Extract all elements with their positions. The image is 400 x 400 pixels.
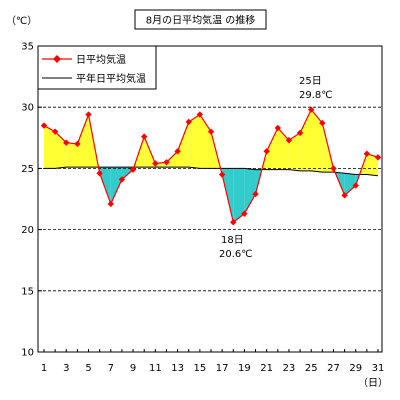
- y-tick-label-20: 20: [21, 225, 34, 236]
- deviation-fill: [266, 128, 278, 170]
- data-point-day-17: [218, 171, 226, 178]
- deviation-fill: [233, 168, 245, 223]
- x-tick-label-15: 15: [193, 363, 206, 374]
- data-point-day-5: [85, 111, 92, 118]
- x-tick-label-17: 17: [216, 363, 229, 374]
- deviation-fill: [366, 153, 378, 176]
- legend-frame: [37, 45, 157, 90]
- data-point-day-31: [374, 154, 382, 161]
- deviation-fill: [244, 168, 256, 214]
- data-point-day-9: [129, 166, 137, 173]
- x-tick-label-21: 21: [260, 363, 273, 374]
- data-point-day-4: [74, 140, 81, 148]
- annotation-min-day: 18日: [221, 235, 244, 246]
- data-point-day-25: [308, 106, 315, 113]
- x-tick-label-25: 25: [305, 363, 318, 374]
- data-point-day-1: [40, 122, 48, 129]
- x-tick-label-13: 13: [171, 363, 184, 374]
- deviation-fill: [77, 114, 89, 168]
- plot-area-frame: [37, 45, 383, 353]
- x-tick-label-29: 29: [349, 363, 362, 374]
- data-point-day-7: [107, 200, 114, 208]
- data-point-day-10: [141, 133, 148, 140]
- data-point-day-24: [296, 129, 304, 137]
- deviation-fill: [66, 142, 78, 168]
- deviation-fill: [311, 109, 323, 173]
- data-point-day-18: [230, 219, 237, 226]
- chart-title: 8月の日平均気温 の推移: [146, 14, 256, 27]
- x-tick-label-9: 9: [130, 363, 136, 374]
- annotation-min: 18日 20.6℃: [219, 235, 253, 260]
- y-tick-label-30: 30: [21, 103, 34, 114]
- legend: 日平均気温 平年日平均気温: [37, 45, 157, 90]
- y-tick-label-25: 25: [21, 164, 34, 175]
- deviation-fill: [288, 132, 301, 171]
- data-point-day-16: [207, 128, 215, 135]
- data-point-day-8: [118, 176, 126, 183]
- data-point-day-27: [330, 165, 337, 172]
- data-point-day-13: [174, 148, 181, 155]
- x-tick-label-3: 3: [63, 363, 69, 374]
- deviation-fill: [300, 109, 312, 171]
- annotation-max-day: 25日: [299, 76, 322, 87]
- x-axis-label: （日）: [358, 377, 388, 389]
- normal-series-line: [44, 166, 379, 177]
- y-tick-label-15: 15: [21, 286, 34, 297]
- annotation-max: 25日 29.8℃: [299, 76, 333, 101]
- deviation-fill: [44, 125, 56, 169]
- data-point-day-11: [152, 160, 159, 167]
- data-point-day-22: [274, 124, 281, 132]
- data-point-day-3: [63, 139, 70, 146]
- y-tick-label-35: 35: [21, 42, 34, 53]
- fill-layer: [44, 109, 378, 223]
- data-point-day-28: [341, 192, 348, 199]
- deviation-fill: [177, 121, 189, 168]
- x-tick-label-11: 11: [149, 363, 162, 374]
- data-point-day-6: [96, 170, 103, 177]
- deviation-fill: [188, 114, 200, 169]
- legend-daily-marker-swatch: [53, 55, 61, 63]
- deviation-fill: [55, 131, 67, 169]
- normal-temperature-line: [44, 166, 379, 177]
- deviation-fill: [277, 128, 289, 170]
- x-tick-label-31: 31: [372, 363, 385, 374]
- x-tick-label-7: 7: [108, 363, 114, 374]
- annotation-min-value: 20.6℃: [219, 249, 253, 260]
- data-point-day-19: [241, 210, 248, 217]
- data-point-day-30: [363, 150, 371, 157]
- data-point-day-20: [252, 190, 259, 198]
- x-axis-ticks: 1 3 5 7 9 11 13 15 17 19 21 23 25 27 29 31: [41, 349, 385, 374]
- x-tick-label-23: 23: [283, 363, 296, 374]
- chart-title-box: 8月の日平均気温 の推移: [134, 9, 267, 30]
- data-point-day-15: [196, 111, 204, 118]
- data-point-day-26: [319, 119, 326, 127]
- x-tick-label-5: 5: [85, 363, 91, 374]
- annotation-max-value: 29.8℃: [299, 90, 333, 101]
- y-axis-label: （℃）: [6, 15, 37, 27]
- daily-temperature-markers: [40, 106, 382, 226]
- data-point-day-12: [163, 159, 170, 166]
- data-point-day-14: [185, 118, 192, 126]
- legend-normal-label: 平年日平均気温: [76, 72, 146, 85]
- x-tick-label-1: 1: [41, 363, 47, 374]
- legend-daily-label: 日平均気温: [76, 53, 126, 66]
- data-point-day-23: [285, 137, 293, 144]
- data-point-day-2: [51, 128, 59, 135]
- deviation-fill: [344, 173, 356, 196]
- deviation-fill: [166, 151, 178, 168]
- y-tick-label-10: 10: [21, 348, 34, 359]
- x-tick-label-27: 27: [327, 363, 340, 374]
- x-tick-label-19: 19: [238, 363, 251, 374]
- deviation-fill: [110, 167, 122, 204]
- data-point-day-29: [352, 182, 359, 189]
- data-point-day-21: [263, 148, 270, 155]
- title-frame: [134, 9, 267, 30]
